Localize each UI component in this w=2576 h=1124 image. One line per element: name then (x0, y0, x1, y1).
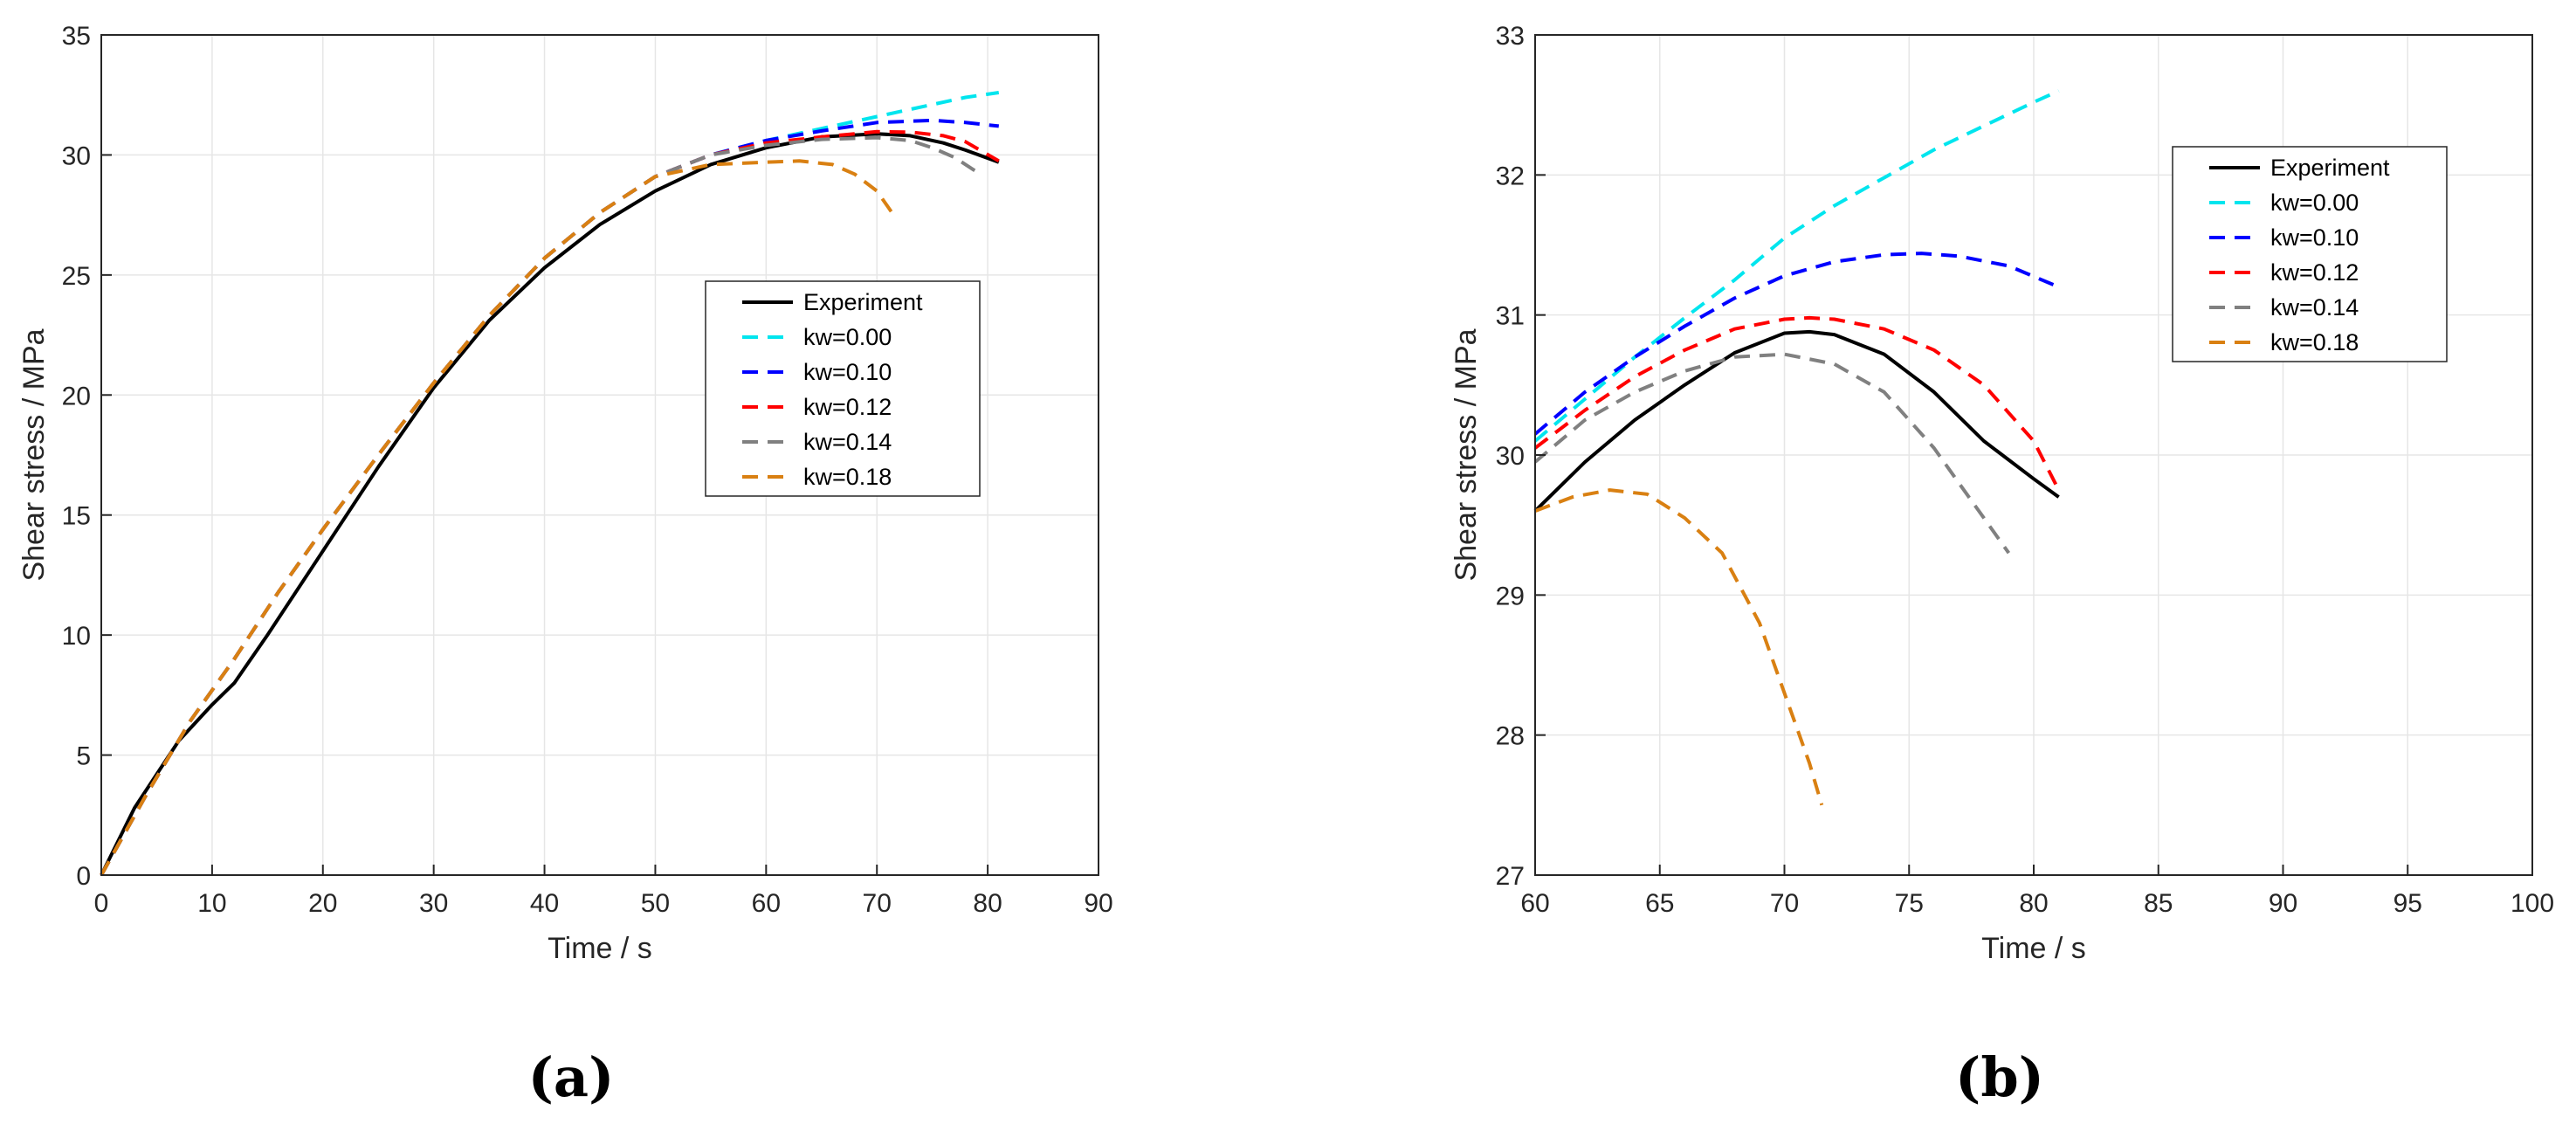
series-line-kw-0-00 (1533, 89, 2060, 443)
x-tick-label: 95 (2393, 889, 2422, 918)
y-tick-label: 30 (62, 141, 91, 170)
legend-label: Experiment (803, 289, 923, 315)
panel-a-legend: Experiment kw=0.00 kw=0.10 kw=0.12 kw=0.14 kw… (705, 280, 981, 497)
x-tick-label: 65 (1645, 889, 1674, 918)
panel-a-ticks: 0 10 20 30 40 50 60 70 80 90 0 5 10 15 20 25 30 35 (62, 22, 1113, 918)
y-tick-label: 35 (62, 22, 91, 51)
x-tick-label: 90 (1084, 889, 1112, 918)
panel-a-caption: (a) (528, 1045, 615, 1109)
series-line-kw-0-12 (1533, 315, 2061, 492)
series-line-experiment (100, 132, 1000, 876)
x-tick-label: 75 (1895, 889, 1924, 918)
panel-b-legend: Experiment kw=0.00 kw=0.10 kw=0.12 kw=0.14 kw… (2172, 146, 2448, 362)
panel-a-ylabel: Shear stress / MPa (17, 328, 51, 581)
y-tick-label: 28 (1496, 722, 1525, 751)
x-tick-label: 30 (419, 889, 448, 918)
panel-b-xlabel: Time / s (1981, 932, 2086, 965)
y-tick-label: 33 (1496, 22, 1525, 51)
x-tick-label: 90 (2269, 889, 2297, 918)
x-tick-label: 60 (1520, 889, 1549, 918)
x-tick-label: 20 (308, 889, 337, 918)
x-tick-label: 0 (94, 889, 109, 918)
panel-b-ticks: 60 65 70 75 80 85 90 95 100 27 28 29 30 31 32 33 (1496, 22, 2554, 918)
x-tick-label: 10 (197, 889, 226, 918)
panel-b-ylabel: Shear stress / MPa (1450, 328, 1483, 581)
legend-label: kw=0.12 (2270, 259, 2359, 286)
x-tick-label: 60 (752, 889, 781, 918)
legend-label: kw=0.14 (2270, 294, 2359, 321)
panel-a-axes-box (100, 34, 1099, 876)
x-tick-label: 85 (2144, 889, 2173, 918)
legend-label: kw=0.10 (2270, 224, 2359, 251)
panel-b-caption: (b) (1955, 1045, 2044, 1109)
panel-a: 0 10 20 30 40 50 60 70 80 90 0 5 10 15 20 25 30 35 Time /… (17, 22, 1113, 1109)
y-tick-label: 20 (62, 382, 91, 410)
x-tick-label: 80 (973, 889, 1002, 918)
series-line-experiment (1533, 329, 2060, 513)
y-tick-label: 5 (76, 742, 91, 771)
y-tick-label: 31 (1496, 302, 1525, 331)
panel-b: 60 65 70 75 80 85 90 95 100 27 28 29 30 31 32 33 Time /… (1450, 22, 2554, 1109)
legend-label: kw=0.18 (2270, 329, 2359, 355)
x-tick-label: 70 (863, 889, 892, 918)
panel-b-series (1533, 89, 2061, 806)
y-tick-label: 0 (76, 862, 91, 891)
legend-box (2172, 146, 2448, 362)
x-tick-label: 50 (641, 889, 670, 918)
y-tick-label: 25 (62, 262, 91, 291)
y-tick-label: 15 (62, 502, 91, 531)
panel-a-series (100, 91, 1000, 876)
series-line-kw-0-10 (1533, 252, 2060, 436)
panel-a-xlabel: Time / s (548, 932, 652, 965)
y-tick-label: 27 (1496, 862, 1525, 891)
legend-label: kw=0.14 (803, 429, 892, 455)
series-line-kw-0-14 (1533, 352, 2011, 555)
legend-label: kw=0.10 (803, 359, 892, 385)
y-tick-label: 32 (1496, 162, 1525, 190)
legend-label: kw=0.18 (803, 464, 892, 490)
y-tick-label: 10 (62, 622, 91, 651)
legend-label: Experiment (2270, 155, 2390, 181)
series-line-kw-0-18 (1534, 488, 1824, 806)
y-tick-label: 29 (1496, 582, 1525, 610)
legend-label: kw=0.12 (803, 394, 892, 420)
x-tick-label: 80 (2019, 889, 2048, 918)
legend-label: kw=0.00 (803, 324, 892, 350)
legend-box (705, 280, 981, 497)
x-tick-label: 70 (1770, 889, 1799, 918)
series-line-kw-0-18 (100, 159, 895, 876)
x-tick-label: 100 (2511, 889, 2554, 918)
y-tick-label: 30 (1496, 442, 1525, 471)
x-tick-label: 40 (530, 889, 559, 918)
legend-label: kw=0.00 (2270, 190, 2359, 216)
